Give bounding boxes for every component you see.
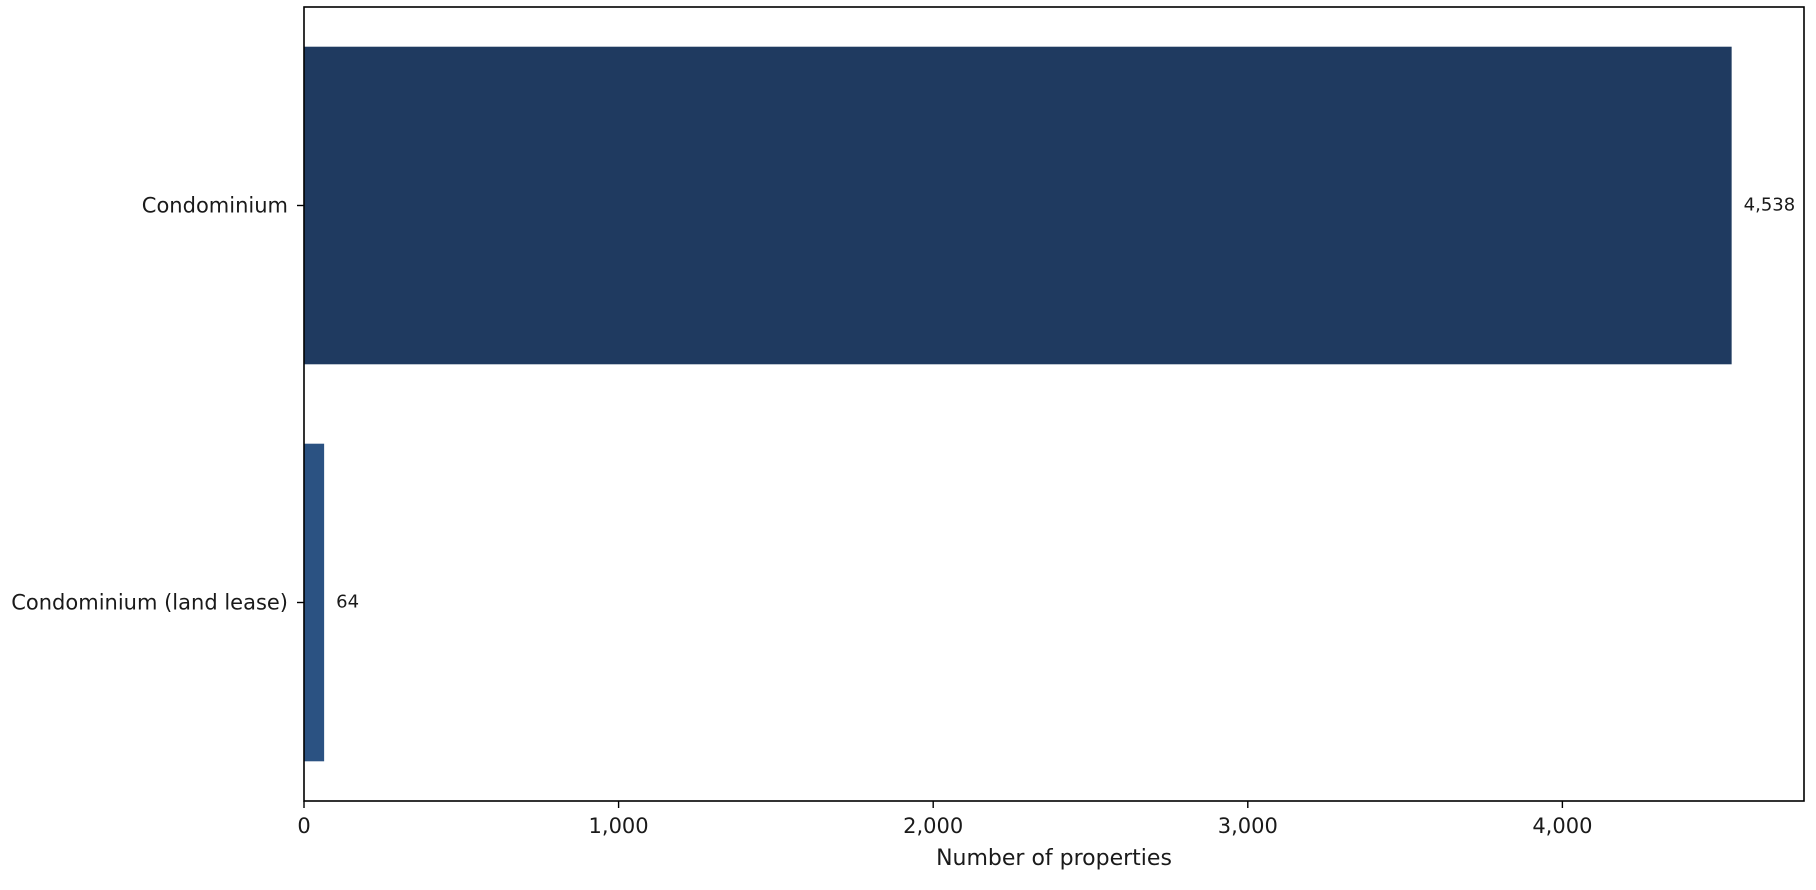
x-axis-title: Number of properties <box>936 846 1172 871</box>
ticks-layer: 4,538 Condominium 64 Condominium (land leas… <box>11 194 1795 839</box>
x-tick-label-4: 4,000 <box>1532 814 1592 838</box>
x-tick-label-2: 2,000 <box>903 814 963 838</box>
x-tick-label-0: 0 <box>297 814 310 838</box>
x-tick-label-1: 1,000 <box>589 814 649 838</box>
bars-layer <box>304 46 1732 762</box>
y-tick-label-1: Condominium (land lease) <box>11 591 288 615</box>
bar-1 <box>304 443 325 762</box>
bar-value-label-0: 4,538 <box>1744 195 1796 216</box>
bar-value-label-1: 64 <box>336 592 359 613</box>
plot-frame <box>303 6 1805 802</box>
bar-0 <box>304 46 1732 365</box>
y-tick-label-0: Condominium <box>142 194 288 218</box>
x-tick-label-3: 3,000 <box>1218 814 1278 838</box>
